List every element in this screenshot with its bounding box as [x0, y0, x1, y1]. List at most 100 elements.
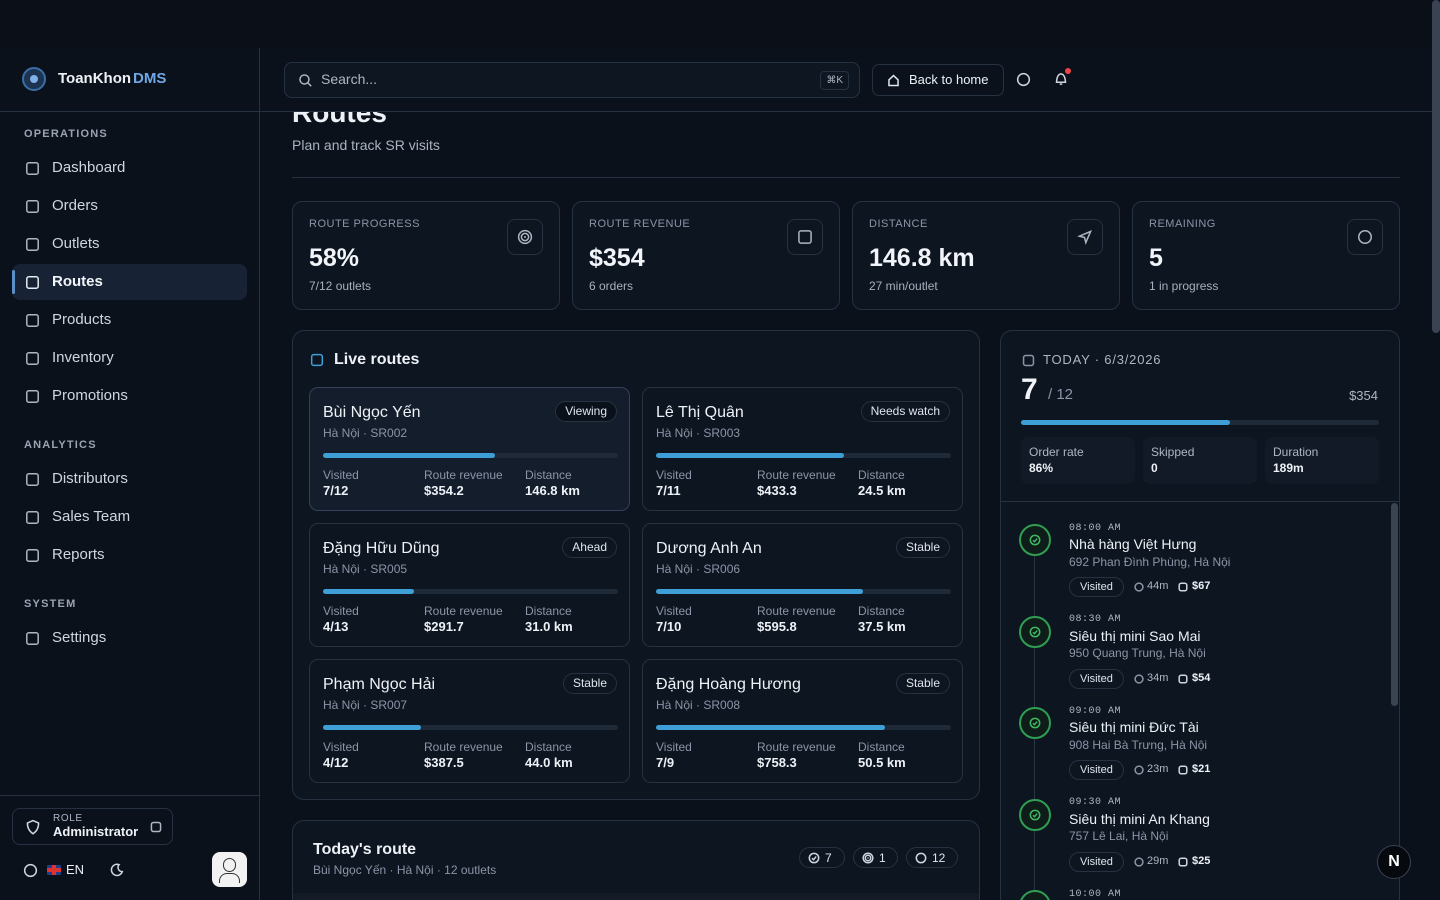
stat-value: 146.8 km: [869, 243, 975, 272]
metric-value: 7/10: [656, 618, 682, 634]
icon: [25, 472, 39, 486]
rep-name: Lê Thị Quân: [656, 404, 744, 422]
stop-marker: [1019, 524, 1051, 556]
metric-label: Distance: [525, 739, 572, 754]
rep-name: Bùi Ngọc Yến: [323, 404, 421, 422]
icon: [298, 73, 312, 87]
icon: [110, 863, 124, 877]
count: 12: [932, 850, 946, 865]
stat-card: DISTANCE 146.8 km 27 min/outlet: [852, 201, 1120, 310]
metric-box: Skipped 0: [1143, 437, 1257, 484]
metric-label: Visited: [656, 603, 692, 618]
active-indicator: [12, 270, 15, 294]
metric-label: Distance: [525, 603, 572, 618]
stat-card: ROUTE REVENUE $354 6 orders: [572, 201, 840, 310]
nav-item[interactable]: Reports: [12, 537, 247, 573]
progress-fill: [656, 725, 886, 730]
status-badge: Needs watch: [860, 401, 950, 422]
metric-label: Visited: [323, 467, 359, 482]
stop-marker: [1019, 615, 1051, 648]
help-button[interactable]: [1012, 70, 1034, 92]
stat-icon-box: [1347, 219, 1383, 255]
nav-item[interactable]: Dashboard: [12, 150, 247, 186]
metric-label: Order rate: [1029, 444, 1084, 459]
route-card[interactable]: Đặng Hữu Dũng Hà Nội · SR005 Ahead Visited 4…: [309, 523, 630, 647]
rep-location: Hà Nội · SR008: [656, 697, 741, 712]
nav-item[interactable]: Orders: [12, 188, 247, 224]
icon: [26, 819, 40, 835]
user-avatar[interactable]: [212, 852, 247, 887]
metric-value: 31.0 km: [525, 618, 573, 634]
route-card[interactable]: Lê Thị Quân Hà Nội · SR003 Needs watch Visi…: [642, 387, 963, 511]
rep-location: Hà Nội · SR003: [656, 425, 741, 440]
icon: [25, 275, 39, 289]
nav-item[interactable]: Outlets: [12, 226, 247, 262]
stat-value: 5: [1149, 243, 1163, 272]
notifications-button[interactable]: [1050, 68, 1072, 92]
panel-subtitle: Bùi Ngọc Yến · Hà Nội · 12 outlets: [313, 862, 497, 877]
today-date: TODAY · 6/3/2026: [1043, 351, 1162, 367]
main: Routes Plan and track SR visits ROUTE PROG…: [260, 48, 1432, 900]
metric-label: Visited: [323, 603, 359, 618]
role-selector[interactable]: ROLE Administrator: [12, 808, 173, 845]
shortcut-key: ⌘K: [820, 71, 849, 90]
today-revenue: $354: [1349, 387, 1378, 403]
nav-item[interactable]: Settings: [12, 620, 247, 656]
nav-label: Settings: [52, 628, 107, 646]
panel-title: Live routes: [334, 351, 420, 369]
nav-item[interactable]: Distributors: [12, 461, 247, 497]
metric-value: 0: [1151, 460, 1158, 475]
stop-amount: $67: [1192, 580, 1211, 593]
nav-item[interactable]: Routes: [12, 264, 247, 300]
status-badge: Visited: [1069, 851, 1124, 872]
stat-label: ROUTE PROGRESS: [309, 218, 420, 231]
nav-item[interactable]: Products: [12, 302, 247, 338]
status-badge: Stable: [895, 673, 950, 694]
stop-address: 908 Hai Bà Trưng, Hà Nội: [1069, 737, 1208, 752]
icon: [1134, 856, 1144, 867]
icon: [517, 229, 533, 245]
button-label: Back to home: [909, 71, 989, 87]
language-selector[interactable]: EN: [20, 860, 90, 880]
nav-item[interactable]: Inventory: [12, 340, 247, 376]
metric-value: 86%: [1029, 460, 1054, 475]
today-panel: TODAY · 6/3/2026 7/ 12 $354 Order rate 86% Sk…: [1000, 330, 1400, 900]
route-card[interactable]: Đặng Hoàng Hương Hà Nội · SR008 Stable Visi…: [642, 659, 963, 783]
icon: [1029, 809, 1041, 820]
search-box[interactable]: Search... ⌘K: [284, 62, 860, 98]
stop-name: Siêu thị mini Sao Mai: [1069, 627, 1201, 644]
route-card[interactable]: Bùi Ngọc Yến Hà Nội · SR002 Viewing Visited…: [309, 387, 630, 511]
stat-icon-box: [787, 219, 823, 255]
icon: [1022, 354, 1034, 366]
page-subtitle: Plan and track SR visits: [292, 137, 440, 154]
avatar-body: [219, 873, 240, 883]
metric-label: Route revenue: [757, 739, 836, 754]
stat-sub: 6 orders: [589, 278, 634, 293]
avatar-head: [223, 858, 236, 872]
rep-name: Dương Anh An: [656, 540, 762, 558]
metric-value: 24.5 km: [858, 482, 906, 498]
nav-label: Orders: [52, 196, 98, 214]
nav-label: Distributors: [52, 469, 128, 487]
rep-name: Đặng Hữu Dũng: [323, 540, 440, 558]
route-card[interactable]: Phạm Ngọc Hải Hà Nội · SR007 Stable Visited…: [309, 659, 630, 783]
floating-button[interactable]: N: [1377, 845, 1411, 879]
nav-label: Reports: [52, 545, 105, 563]
route-card[interactable]: Dương Anh An Hà Nội · SR006 Stable Visited 7…: [642, 523, 963, 647]
back-home-button[interactable]: Back to home: [872, 64, 1004, 96]
icon: [1178, 582, 1188, 592]
progress-track: [323, 725, 618, 730]
section-title: ANALYTICS: [24, 439, 97, 452]
stop-marker: [1019, 798, 1051, 831]
notification-dot: [1065, 68, 1071, 74]
stat-sub: 7/12 outlets: [309, 278, 372, 293]
nav-label: Inventory: [52, 348, 114, 366]
stat-label: ROUTE REVENUE: [589, 218, 691, 231]
theme-toggle[interactable]: [107, 860, 127, 880]
nav-item[interactable]: Promotions: [12, 378, 247, 414]
icon: [887, 74, 899, 86]
metric-value: 146.8 km: [525, 482, 580, 498]
nav-label: Dashboard: [52, 158, 126, 176]
nav-item[interactable]: Sales Team: [12, 499, 247, 535]
stop-marker: [1019, 890, 1051, 900]
